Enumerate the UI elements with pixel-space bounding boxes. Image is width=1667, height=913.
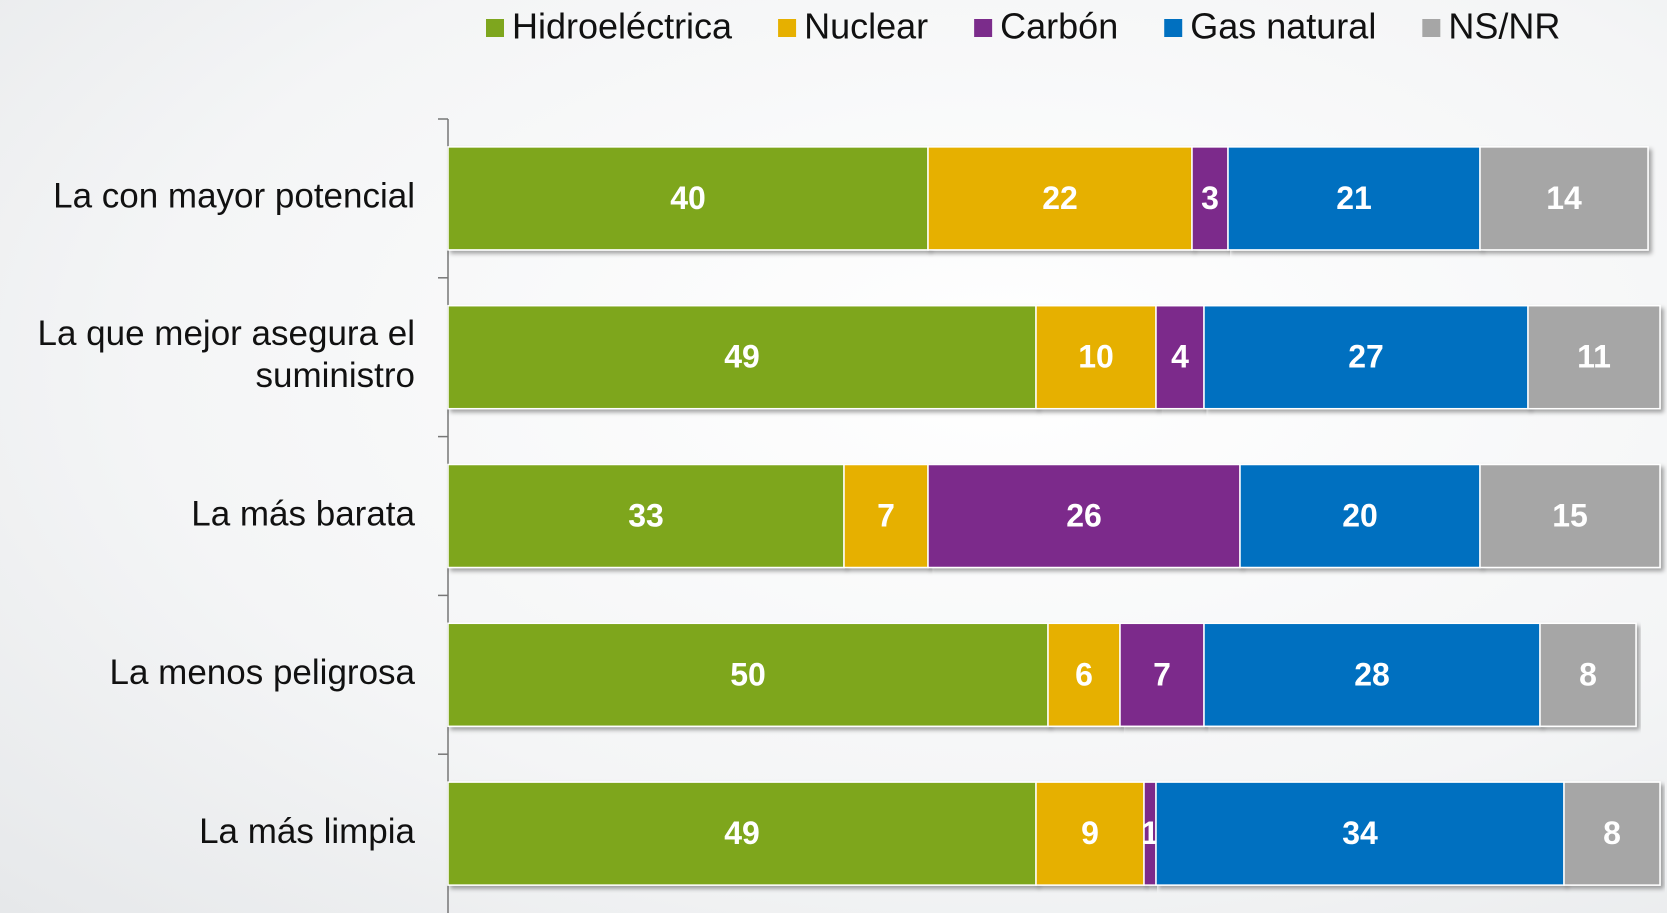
bar-segment xyxy=(1155,304,1205,410)
bar-segment xyxy=(1563,781,1661,886)
data-label: 21 xyxy=(1336,180,1372,216)
data-label: 28 xyxy=(1354,656,1390,692)
bar-segment xyxy=(843,463,929,569)
data-label: 1 xyxy=(1141,815,1159,851)
bar-segment xyxy=(1035,304,1157,410)
category-label: La menos peligrosa xyxy=(110,653,416,692)
bar-segment xyxy=(1539,622,1637,728)
data-label: 11 xyxy=(1577,339,1611,375)
data-label: 7 xyxy=(1153,656,1171,692)
bar-segment xyxy=(1527,304,1661,410)
bar-segment xyxy=(927,146,1193,251)
data-label: 3 xyxy=(1201,180,1219,216)
legend-label: Gas natural xyxy=(1190,6,1376,47)
bar-segment xyxy=(1203,622,1541,728)
category-label: La que mejor asegura el suministro xyxy=(38,314,415,395)
bar-segment xyxy=(1227,146,1481,251)
data-label: 40 xyxy=(670,180,706,216)
bar-segment xyxy=(1239,463,1481,569)
category-label: La más barata xyxy=(191,494,415,533)
data-label: 8 xyxy=(1603,815,1621,851)
bar-segment xyxy=(447,304,1037,410)
legend-swatch xyxy=(1422,19,1441,37)
data-label: 7 xyxy=(877,497,895,533)
data-label: 6 xyxy=(1075,656,1093,692)
data-label: 15 xyxy=(1552,497,1588,533)
category-label-line: suministro xyxy=(256,356,415,395)
legend-swatch xyxy=(1164,19,1183,37)
bar-segment xyxy=(447,146,929,251)
bar-segment xyxy=(1119,622,1205,728)
category-label: La con mayor potencial xyxy=(53,177,415,216)
legend-swatch xyxy=(974,19,993,37)
bar-segment xyxy=(1047,622,1121,728)
data-label: 49 xyxy=(724,815,760,851)
data-label: 20 xyxy=(1342,497,1378,533)
category-label: La más limpia xyxy=(199,812,415,851)
bar-segment xyxy=(1203,304,1529,410)
data-label: 9 xyxy=(1081,815,1099,851)
data-label: 26 xyxy=(1066,497,1102,533)
data-label: 14 xyxy=(1546,180,1582,216)
legend-label: Nuclear xyxy=(804,6,928,47)
data-label: 4 xyxy=(1171,339,1189,375)
bar-segment xyxy=(447,463,845,569)
bar-segment xyxy=(927,463,1241,569)
data-label: 27 xyxy=(1348,339,1384,375)
data-label: 49 xyxy=(724,339,760,375)
data-label: 22 xyxy=(1042,180,1078,216)
legend-label: NS/NR xyxy=(1448,6,1560,47)
data-label: 8 xyxy=(1579,656,1597,692)
data-label: 34 xyxy=(1342,815,1378,851)
bar-segment xyxy=(447,781,1037,886)
data-label: 50 xyxy=(730,656,766,692)
data-label: 33 xyxy=(628,497,664,533)
bar-segment xyxy=(1479,463,1661,569)
data-label: 10 xyxy=(1078,339,1114,375)
bar-segment xyxy=(447,622,1049,728)
bar-segment xyxy=(1191,146,1229,251)
bar-segment xyxy=(1479,146,1649,251)
legend-label: Carbón xyxy=(1000,6,1118,47)
legend-swatch xyxy=(778,19,797,37)
category-label-line: La que mejor asegura el xyxy=(38,314,415,353)
legend-label: Hidroeléctrica xyxy=(512,6,733,47)
legend-swatch xyxy=(486,19,504,37)
